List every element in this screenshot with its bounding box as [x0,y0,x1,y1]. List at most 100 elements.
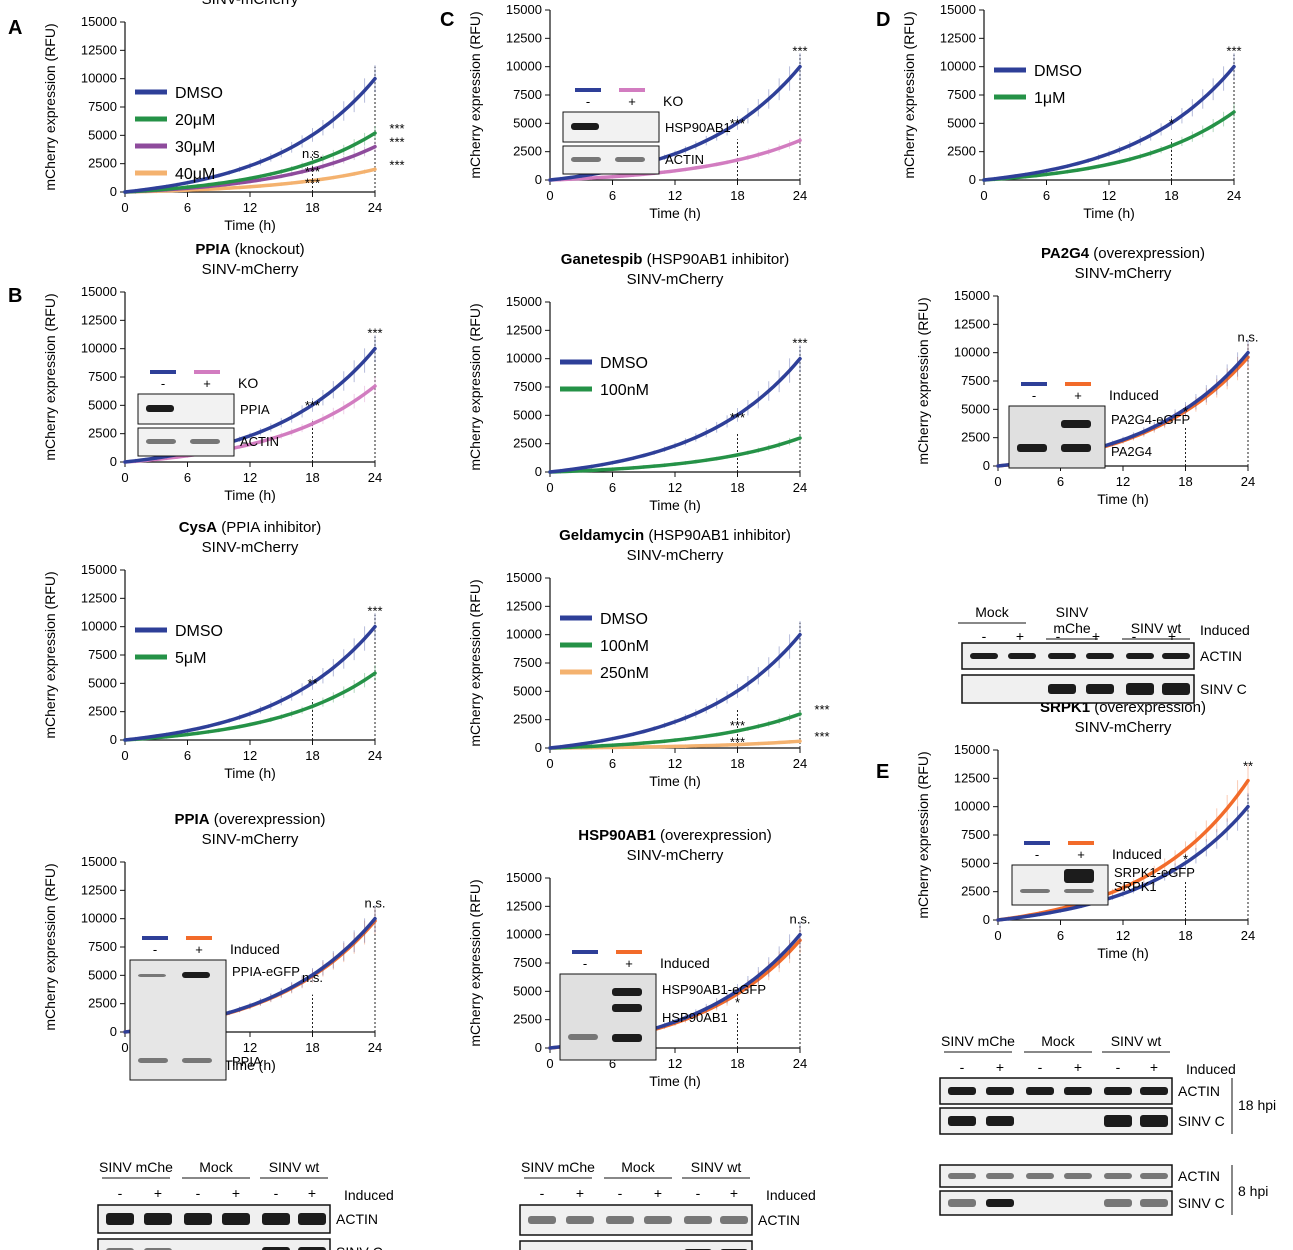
x-tick-label: 24 [368,470,382,485]
blot-group-label: SINV wt [1111,1033,1162,1049]
blot-group-label: SINV wt [691,1159,742,1175]
y-tick-label: 15000 [81,284,117,299]
panel-letter-b: B [8,285,22,307]
significance-annotation: * [1169,116,1174,131]
x-tick-label: 6 [609,480,616,495]
y-tick-label: 10000 [506,351,542,366]
series-error-bars [549,621,801,750]
significance-annotation: *** [730,116,745,131]
x-axis-label: Time (h) [224,487,276,503]
lane-plus: + [1092,628,1100,644]
x-tick-label: 24 [368,200,382,215]
lane-plus: + [232,1185,240,1201]
blot-group-label: SINV [1056,604,1089,620]
x-tick-label: 12 [243,470,257,485]
blot-label: PPIA-eGFP [232,964,300,979]
x-tick-label: 12 [668,1056,682,1071]
chart-d1: WS6 (PA2G4 inhibitor)SINV-mCherry0250050… [901,2,1242,221]
y-tick-label: 0 [535,172,542,187]
blot-strip [939,1107,1173,1135]
y-tick-label: 7500 [513,955,542,970]
y-tick-label: 2500 [88,996,117,1011]
chart-title-rest: (overexpression) [656,827,772,844]
chart-title-rest: (PPIA inhibitor) [217,519,321,536]
y-tick-label: 0 [110,184,117,199]
x-axis-label: Time (h) [649,1073,701,1089]
x-tick-label: 12 [1116,474,1130,489]
significance-annotation: *** [367,325,382,340]
y-tick-label: 10000 [81,619,117,634]
blot-frame [559,973,657,1061]
x-tick-label: 0 [994,928,1001,943]
series-line [123,624,377,742]
chart-title-bold: Ganetespib [561,251,643,268]
series-line [996,804,1250,922]
x-tick-label: 12 [243,1040,257,1055]
chart-title-bold: PPIA [195,241,230,258]
induced-label: Induced [1186,1061,1236,1077]
y-tick-label: 2500 [961,884,990,899]
blot-band [571,157,601,162]
legend-label: 30μM [175,139,215,156]
blot-label: SINV C [1178,1113,1225,1129]
y-tick-label: 12500 [940,30,976,45]
chart-c2: Ganetespib (HSP90AB1 inhibitor) SINV-mChe… [467,251,808,513]
lane-minus: - [274,1185,279,1201]
x-tick-label: 0 [121,470,128,485]
blot-strip [961,642,1195,670]
x-axis-label: Time (h) [649,205,701,221]
blot-band [1162,683,1190,695]
significance-annotation: * [1183,851,1188,866]
y-tick-label: 15000 [81,14,117,29]
significance-annotation: *** [305,164,320,179]
blot-srpk1-oe: SINV mChe Mock SINV wt - + - + - + Induced ACTIN SI… [939,1033,1276,1216]
inset-label: Induced [1112,846,1162,862]
blot-band [184,1213,212,1225]
y-axis-label: mCherry expression (RFU) [42,863,58,1030]
blot-group-label: Mock [199,1159,233,1175]
blot-band [138,1058,168,1063]
x-tick-label: 0 [121,748,128,763]
blot-label: SINV C [1178,1195,1225,1211]
blot-label: PA2G4 [1111,444,1152,459]
blot-band [566,1216,594,1224]
chart-subtitle: SINV-mCherry [202,0,299,8]
blot-band [1104,1115,1132,1127]
blot-band [1026,1173,1054,1179]
x-axis-label: Time (h) [224,1057,276,1073]
chart-subtitle: SINV-mCherry [1075,719,1172,736]
blot-label: ACTIN [758,1212,800,1228]
series-line [123,76,377,194]
chart-subtitle: SINV-mCherry [627,847,724,864]
significance-annotation: *** [389,157,404,172]
significance-annotation: *** [389,135,404,150]
blot-group-label: Mock [975,604,1009,620]
series-line [548,632,802,750]
x-tick-label: 0 [546,756,553,771]
blot-band [1086,653,1114,659]
significance-annotation: *** [389,121,404,136]
significance-annotation: *** [792,335,807,350]
blot-band [1048,653,1076,659]
y-tick-label: 7500 [961,373,990,388]
series-line [982,64,1236,182]
y-tick-label: 0 [535,740,542,755]
y-tick-label: 15000 [81,562,117,577]
blot-band [222,1213,250,1225]
blot-label: ACTIN [1178,1168,1220,1184]
chart-title: Geldamycin (HSP90AB1 inhibitor) [559,527,791,544]
blot-strip [939,1190,1173,1216]
x-tick-label: 24 [793,480,807,495]
significance-annotation: *** [730,718,745,733]
inset-label: Induced [1109,387,1159,403]
blot-box: PPIA-eGFP PPIA [129,959,300,1081]
lane-minus: - [618,1185,623,1201]
inset-ppia-oe: - + Induced PPIA-eGFP PPIA [129,936,300,1081]
lane-minus: - [960,1059,965,1075]
series-line [123,384,377,464]
blot-band [1162,653,1190,659]
blot-band [986,1087,1014,1095]
blot-band [262,1213,290,1225]
blot-band [1017,444,1047,452]
x-tick-label: 24 [368,1040,382,1055]
